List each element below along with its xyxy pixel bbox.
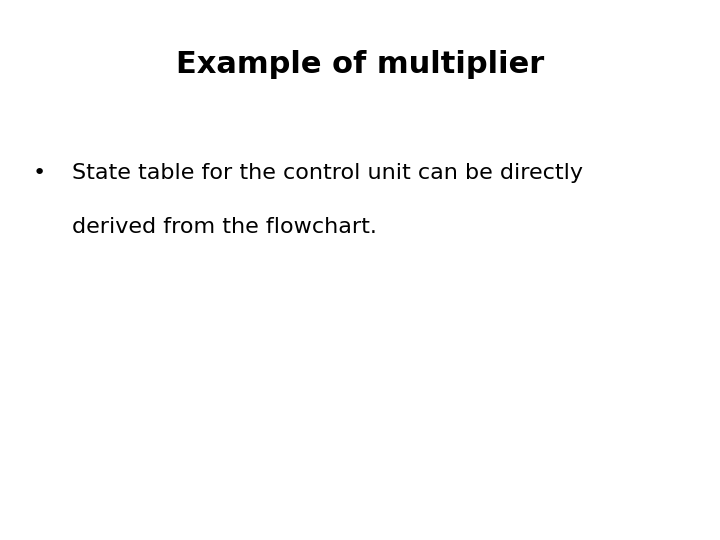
Text: derived from the flowchart.: derived from the flowchart.	[72, 217, 377, 237]
Text: •: •	[33, 163, 46, 183]
Text: State table for the control unit can be directly: State table for the control unit can be …	[72, 163, 583, 183]
Text: Example of multiplier: Example of multiplier	[176, 50, 544, 79]
